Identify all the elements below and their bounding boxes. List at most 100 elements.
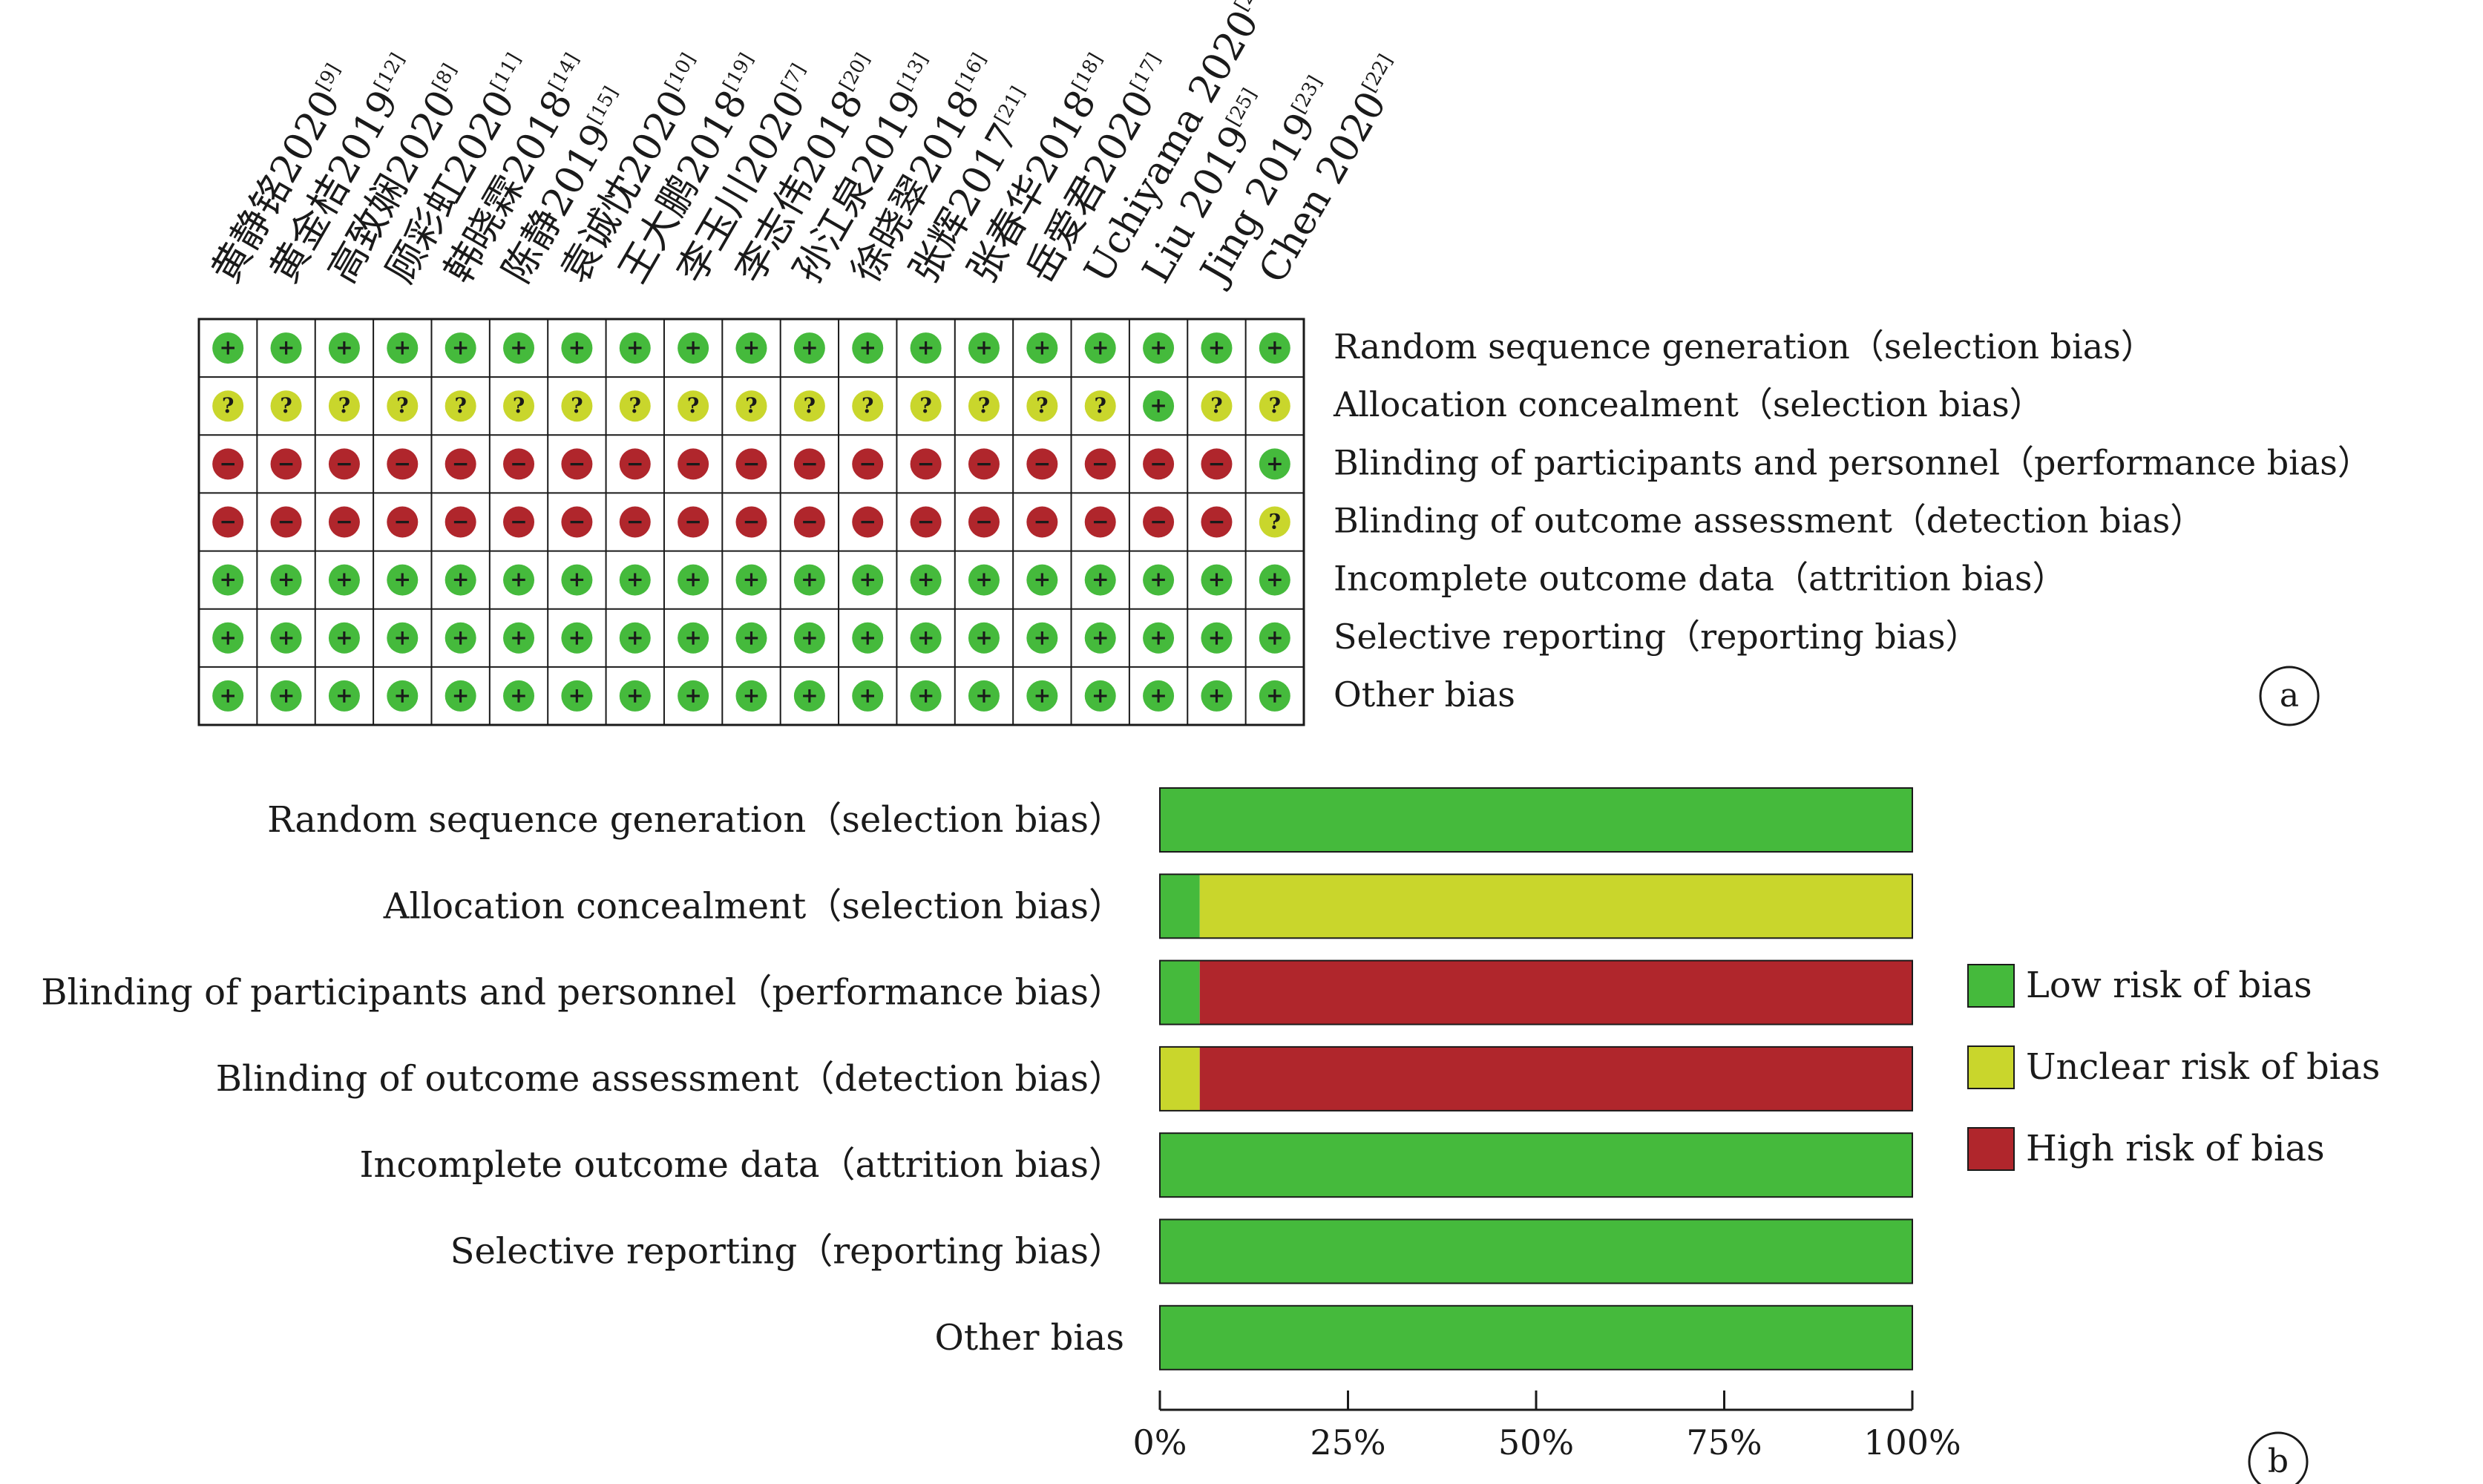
- judgement-cell-high: −: [561, 506, 593, 538]
- judgement-dot-high: [270, 506, 302, 538]
- judgement-symbol: +: [1266, 451, 1283, 476]
- judgement-cell-unclear: ?: [1259, 506, 1290, 538]
- judgement-symbol: +: [1208, 626, 1225, 650]
- judgement-cell-low: +: [445, 680, 476, 712]
- judgement-dot-low: [1259, 332, 1290, 364]
- judgement-symbol: +: [452, 683, 469, 708]
- judgement-symbol: ?: [1095, 393, 1106, 418]
- judgement-symbol: −: [1208, 510, 1225, 534]
- judgement-cell-high: −: [910, 448, 942, 480]
- judgement-symbol: +: [917, 568, 934, 592]
- judgement-dot-low: [561, 622, 593, 654]
- judgement-symbol: −: [859, 451, 876, 476]
- judgement-dot-unclear: [503, 390, 535, 422]
- judgement-cell-high: −: [1084, 506, 1116, 538]
- judgement-dot-unclear: [793, 390, 825, 422]
- judgement-cell-unclear: ?: [387, 390, 419, 422]
- judgement-symbol: +: [743, 626, 760, 650]
- judgement-symbol: +: [1092, 626, 1109, 650]
- judgement-dot-low: [1026, 564, 1058, 596]
- judgement-cell-low: +: [852, 332, 884, 364]
- judgement-symbol: ?: [1269, 393, 1281, 418]
- judgement-dot-low: [1259, 448, 1290, 480]
- judgement-dot-low: [1143, 390, 1175, 422]
- judgement-symbol: −: [626, 510, 643, 534]
- graph-x-axis: 0% 25% 50% 75% 100%: [1133, 1391, 1961, 1462]
- judgement-dot-unclear: [1026, 390, 1058, 422]
- judgement-symbol: −: [975, 510, 992, 534]
- judgement-dot-high: [212, 506, 244, 538]
- judgement-cell-low: +: [1026, 680, 1058, 712]
- judgement-symbol: −: [1149, 451, 1167, 476]
- judgement-symbol: −: [278, 510, 295, 534]
- judgement-cell-high: −: [968, 506, 1000, 538]
- judgement-symbol: +: [1149, 335, 1167, 360]
- judgement-cell-low: +: [1143, 332, 1175, 364]
- judgement-dot-low: [968, 332, 1000, 364]
- judgement-dot-high: [852, 506, 884, 538]
- panel-b-label: b: [2268, 1442, 2289, 1480]
- x-tick-label: 75%: [1686, 1422, 1762, 1462]
- judgement-symbol: +: [1266, 626, 1283, 650]
- judgement-dot-low: [328, 564, 360, 596]
- judgement-cell-unclear: ?: [561, 390, 593, 422]
- judgement-symbol: −: [510, 451, 527, 476]
- judgement-symbol: −: [1092, 510, 1109, 534]
- bar-category-label: Random sequence generation（selection bia…: [267, 799, 1124, 841]
- judgement-symbol: +: [335, 626, 352, 650]
- judgement-symbol: +: [1092, 568, 1109, 592]
- judgement-cell-low: +: [793, 332, 825, 364]
- judgement-symbol: +: [1092, 335, 1109, 360]
- judgement-symbol: +: [510, 683, 527, 708]
- judgement-symbol: −: [743, 451, 760, 476]
- judgement-dot-unclear: [735, 390, 767, 422]
- judgement-cell-unclear: ?: [503, 390, 535, 422]
- judgement-cell-low: +: [1143, 622, 1175, 654]
- judgement-dot-low: [735, 564, 767, 596]
- judgement-cell-high: −: [387, 506, 419, 538]
- judgement-symbol: +: [859, 683, 876, 708]
- judgement-dot-low: [793, 622, 825, 654]
- summary-domain-label: Selective reporting（reporting bias）: [1334, 617, 1980, 657]
- judgement-symbol: +: [452, 626, 469, 650]
- judgement-symbol: +: [394, 568, 411, 592]
- judgement-dot-high: [910, 506, 942, 538]
- judgement-dot-high: [678, 448, 709, 480]
- judgement-dot-low: [445, 564, 476, 596]
- judgement-dot-high: [1143, 448, 1175, 480]
- judgement-symbol: ?: [280, 393, 292, 418]
- judgement-symbol: +: [917, 626, 934, 650]
- judgement-symbol: −: [219, 510, 236, 534]
- judgement-dot-unclear: [1084, 390, 1116, 422]
- judgement-dot-low: [561, 564, 593, 596]
- judgement-symbol: +: [975, 568, 992, 592]
- judgement-dot-low: [212, 564, 244, 596]
- judgement-dot-high: [678, 506, 709, 538]
- judgement-symbol: +: [1092, 683, 1109, 708]
- judgement-dot-high: [735, 448, 767, 480]
- judgement-dot-low: [1259, 622, 1290, 654]
- judgement-symbol: +: [975, 626, 992, 650]
- x-tick-label: 100%: [1863, 1422, 1961, 1462]
- judgement-symbol: +: [684, 568, 701, 592]
- judgement-cell-high: −: [212, 448, 244, 480]
- judgement-dot-high: [445, 448, 476, 480]
- judgement-symbol: −: [801, 451, 818, 476]
- judgement-cell-low: +: [735, 332, 767, 364]
- judgement-dot-high: [968, 448, 1000, 480]
- judgement-cell-high: −: [1201, 448, 1233, 480]
- judgement-dot-high: [1026, 506, 1058, 538]
- summary-domain-label: Other bias: [1334, 674, 1515, 715]
- judgement-dot-low: [1084, 680, 1116, 712]
- judgement-dot-low: [1084, 564, 1116, 596]
- judgement-cell-high: −: [735, 448, 767, 480]
- judgement-dot-low: [561, 680, 593, 712]
- judgement-cell-low: +: [1084, 680, 1116, 712]
- judgement-cell-high: −: [678, 448, 709, 480]
- judgement-cell-high: −: [561, 448, 593, 480]
- judgement-cell-low: +: [910, 680, 942, 712]
- judgement-symbol: −: [801, 510, 818, 534]
- legend-swatch-low: [1967, 964, 2015, 1008]
- risk-of-bias-summary-panel: 黄静铭2020[9]黄金桔2019[12]高致娴2020[8]顾彩虹2020[1…: [197, 0, 2372, 726]
- judgement-dot-low: [1201, 680, 1233, 712]
